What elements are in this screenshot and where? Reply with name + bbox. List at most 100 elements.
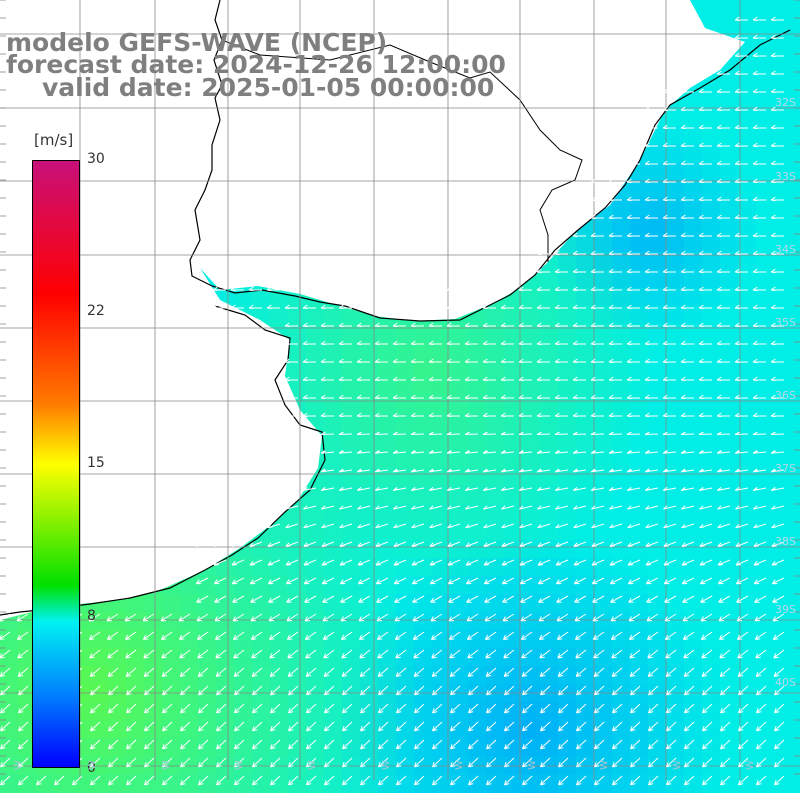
- wind-arrow: [464, 394, 478, 400]
- wind-cell: [90, 684, 109, 703]
- wind-cell: [468, 774, 487, 793]
- wind-cell: [504, 324, 523, 343]
- wind-cell: [378, 486, 397, 505]
- wind-cell: [540, 486, 559, 505]
- wind-arrow: [323, 649, 335, 659]
- wind-arrow: [626, 468, 641, 473]
- wind-arrow: [447, 505, 461, 510]
- wind-arrow: [680, 431, 695, 435]
- wind-arrow: [648, 685, 659, 696]
- wind-arrow: [701, 649, 713, 659]
- wind-arrow: [716, 70, 730, 76]
- wind-cell: [432, 414, 451, 433]
- wind-cell: [648, 738, 667, 757]
- wind-arrow: [608, 322, 622, 328]
- wind-arrow: [716, 304, 730, 310]
- wind-cell: [468, 540, 487, 559]
- wind-cell: [666, 414, 685, 433]
- wind-arrow: [646, 613, 659, 622]
- wind-cell: [306, 774, 325, 793]
- wind-cell: [252, 288, 271, 307]
- wind-arrow: [216, 775, 227, 786]
- wind-arrow: [90, 685, 101, 696]
- wind-arrow: [267, 559, 281, 566]
- wind-cell: [252, 702, 271, 721]
- wind-cell: [684, 702, 703, 721]
- wind-cell: [504, 432, 523, 451]
- wind-cell: [90, 648, 109, 667]
- wind-arrow: [609, 523, 623, 529]
- wind-cell: [576, 540, 595, 559]
- wind-arrow: [554, 322, 568, 328]
- wind-arrow: [500, 394, 514, 400]
- wind-arrow: [680, 412, 694, 418]
- wind-cell: [720, 216, 739, 235]
- wind-cell: [486, 774, 505, 793]
- wind-cell: [648, 576, 667, 595]
- wind-arrow: [630, 739, 641, 750]
- wind-arrow: [250, 631, 263, 640]
- wind-arrow: [482, 449, 497, 454]
- wind-cell: [144, 756, 163, 775]
- wind-cell: [756, 90, 775, 109]
- wind-cell: [306, 396, 325, 415]
- wind-cell: [630, 396, 649, 415]
- wind-arrow: [518, 286, 532, 292]
- wind-arrow: [267, 505, 281, 510]
- wind-cell: [108, 666, 127, 685]
- wind-cell: [522, 522, 541, 541]
- wind-cell: [378, 666, 397, 685]
- wind-arrow: [698, 358, 712, 364]
- wind-cell: [648, 720, 667, 739]
- wind-cell: [558, 648, 577, 667]
- wind-arrow: [450, 757, 461, 768]
- wind-arrow: [575, 667, 587, 677]
- wind-cell: [270, 666, 289, 685]
- wind-cell: [396, 414, 415, 433]
- wind-arrow: [465, 541, 479, 547]
- wind-arrow: [734, 214, 748, 220]
- wind-cell: [522, 630, 541, 649]
- wind-cell: [594, 720, 613, 739]
- wind-cell: [450, 540, 469, 559]
- longitude-label: W: [381, 760, 392, 770]
- wind-cell: [756, 774, 775, 793]
- wind-cell: [738, 540, 757, 559]
- wind-arrow: [573, 559, 587, 566]
- wind-arrow: [698, 340, 712, 346]
- wind-cell: [792, 36, 800, 55]
- wind-arrow: [215, 667, 227, 677]
- wind-arrow: [592, 613, 605, 622]
- wind-cell: [558, 378, 577, 397]
- wind-cell: [216, 702, 235, 721]
- colorbar-tick-22: 22: [87, 303, 105, 319]
- wind-cell: [450, 666, 469, 685]
- wind-cell: [738, 216, 757, 235]
- wind-cell: [270, 594, 289, 613]
- wind-arrow: [448, 613, 461, 622]
- wind-arrow: [305, 667, 317, 677]
- wind-arrow: [324, 721, 335, 732]
- wind-arrow: [611, 649, 623, 659]
- wind-arrow: [770, 340, 784, 346]
- wind-arrow: [734, 468, 749, 473]
- wind-arrow: [18, 775, 29, 786]
- wind-arrow: [663, 577, 677, 585]
- wind-cell: [648, 378, 667, 397]
- wind-arrow: [753, 523, 767, 529]
- wind-arrow: [680, 358, 694, 364]
- wind-arrow: [680, 394, 694, 400]
- wind-arrow: [340, 613, 353, 622]
- wind-arrow: [503, 649, 515, 659]
- wind-arrow: [736, 613, 749, 622]
- wind-arrow: [630, 757, 641, 768]
- wind-cell: [738, 414, 757, 433]
- longitude-label: W: [234, 760, 245, 770]
- wind-arrow: [644, 358, 658, 364]
- wind-arrow: [216, 739, 227, 750]
- wind-cell: [324, 576, 343, 595]
- wind-cell: [252, 684, 271, 703]
- wind-arrow: [374, 449, 389, 454]
- wind-arrow: [755, 649, 767, 659]
- wind-cell: [306, 576, 325, 595]
